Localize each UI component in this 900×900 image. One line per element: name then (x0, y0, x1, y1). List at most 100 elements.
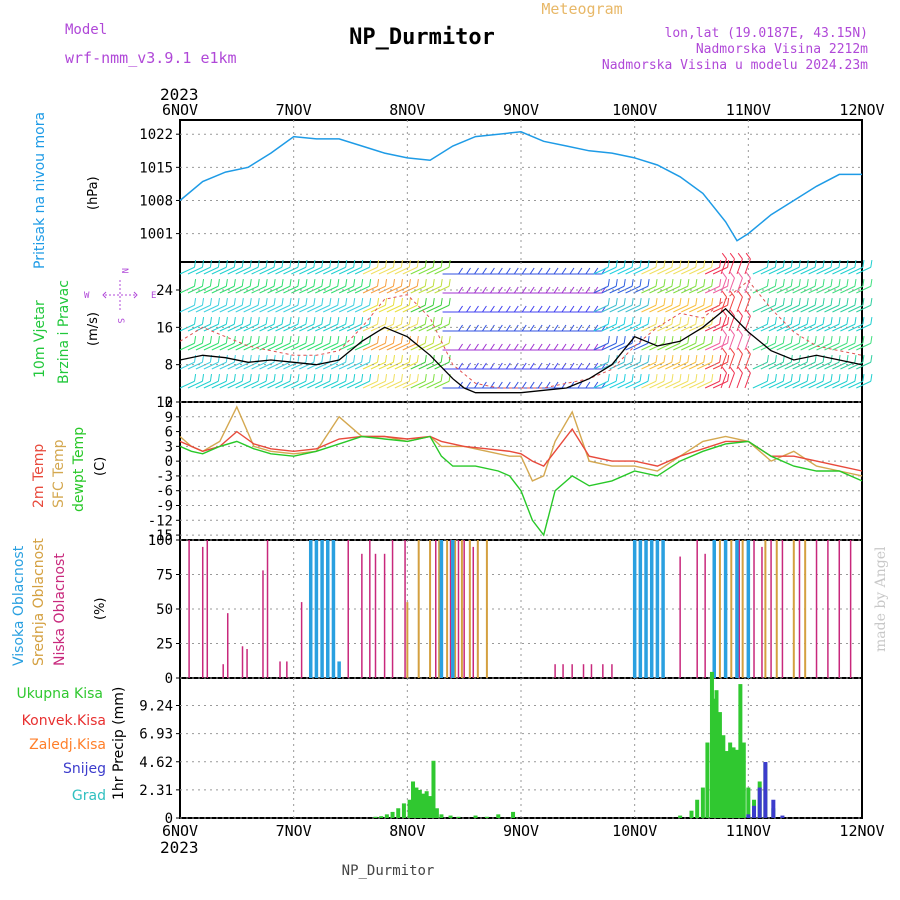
wind-barb (601, 304, 617, 313)
date-top-4: 10NOV (612, 101, 657, 119)
cloud-bar (792, 540, 795, 678)
wind-barb (211, 380, 227, 389)
wind-barb (219, 266, 235, 275)
wind-barb-flag (297, 260, 300, 268)
wind-barb-flag (249, 317, 252, 325)
cloud-bar (661, 540, 665, 678)
wind-barb (386, 380, 402, 389)
wind-barb (227, 304, 243, 313)
wind-barb-flag (497, 362, 503, 370)
wind-barb-flag (440, 260, 443, 268)
cloud-bar (279, 661, 281, 678)
wind-barb (744, 353, 751, 370)
wind-barb-flag (353, 336, 356, 344)
wind-barb (649, 285, 665, 294)
wind-barb (418, 380, 434, 389)
precip-bar (731, 747, 736, 818)
cloud-bar (476, 540, 479, 678)
wind-barb (267, 304, 283, 313)
wind-barb-flag (870, 260, 873, 268)
wind-barb-flag (862, 374, 865, 382)
wind-barb-flag (529, 324, 535, 332)
wind-barb (410, 323, 426, 332)
wind-barb-flag (766, 279, 769, 287)
wind-barb-flag (209, 279, 212, 287)
wind-barb-flag (225, 374, 228, 382)
wind-barb (681, 361, 696, 370)
wind-barb (744, 258, 751, 275)
cloud-bar (429, 540, 432, 678)
wind-barb-flag (737, 347, 743, 355)
wind-barb-flag (822, 260, 825, 268)
wind-barb-flag (854, 336, 857, 344)
wind-barb (744, 372, 751, 389)
wind-barb-flag (862, 317, 865, 325)
date-bottom-0: 6NOV (162, 822, 198, 840)
wind-barb-flag (607, 355, 610, 363)
wind-barb (235, 304, 251, 313)
cloud-y-ticks: 0 25 50 75 100 (148, 533, 180, 687)
wind-barb-flag (537, 305, 543, 313)
cloud-bar (417, 540, 420, 678)
wind-barb-flag (814, 260, 817, 268)
cloud-bar (406, 602, 409, 678)
wind-barb-flag (774, 336, 777, 344)
wind-barb-flag (830, 298, 833, 306)
wind-barb-flag (623, 279, 626, 287)
wind-barb-flag (233, 336, 236, 344)
wind-barb (402, 285, 418, 294)
wind-barb (704, 380, 720, 389)
wind-barb (832, 361, 848, 370)
wind-barb (784, 323, 800, 332)
wind-barb-flag (377, 336, 380, 344)
wind-barb-flag (361, 298, 364, 306)
wind-barb (728, 353, 735, 370)
wind-barb (800, 380, 816, 389)
wind-barb-flag (257, 374, 260, 382)
cloud-bar (369, 540, 371, 678)
wind-barb (402, 342, 418, 351)
wind-barb (681, 266, 696, 275)
wind-barb-flag (798, 336, 801, 344)
wind-barb (712, 266, 728, 275)
precip-bar (414, 787, 419, 818)
wind-barb-flag (729, 347, 735, 355)
wind-barb-flag (862, 298, 865, 306)
wind-barb (354, 304, 370, 313)
wind-barb-flag (424, 317, 427, 325)
wind-barb (315, 380, 330, 389)
date-bottom-4: 10NOV (612, 822, 657, 840)
wind-barb-flag (870, 355, 873, 363)
wind-barb-flag (545, 305, 551, 313)
wind-barb-flag (631, 260, 634, 268)
wind-barb-flag (703, 317, 706, 325)
wind-barb-flag (766, 355, 769, 363)
wind-barb (808, 285, 824, 294)
precip-bar (712, 698, 717, 818)
wind-barb-flag (719, 279, 722, 287)
cloud-bar (738, 540, 740, 678)
wind-barb (760, 361, 776, 370)
wind-barb-flag (537, 267, 543, 275)
wind-barb-flag (737, 366, 743, 374)
wind-barb (283, 342, 299, 351)
wind-barb-flag (862, 336, 865, 344)
wind-barb (283, 380, 299, 389)
wind-barb-flag (482, 381, 487, 389)
wind-barb (681, 323, 696, 332)
wind-barb-flag (729, 252, 735, 260)
wind-barb-flag (729, 271, 735, 279)
wind-barb-flag (663, 260, 666, 268)
wind-barb (330, 380, 346, 389)
wind-barb (291, 342, 307, 351)
wind-barb (673, 361, 689, 370)
cloud-bar (770, 540, 772, 678)
wind-barb-flag (265, 336, 268, 344)
wind-barb-flag (458, 305, 463, 313)
wind-barb (402, 304, 418, 313)
wind-barb-flag (663, 279, 666, 287)
wind-barb-flag (458, 267, 463, 275)
wind-barb-flag (671, 336, 674, 344)
ytick-0-0: 1001 (139, 227, 173, 243)
